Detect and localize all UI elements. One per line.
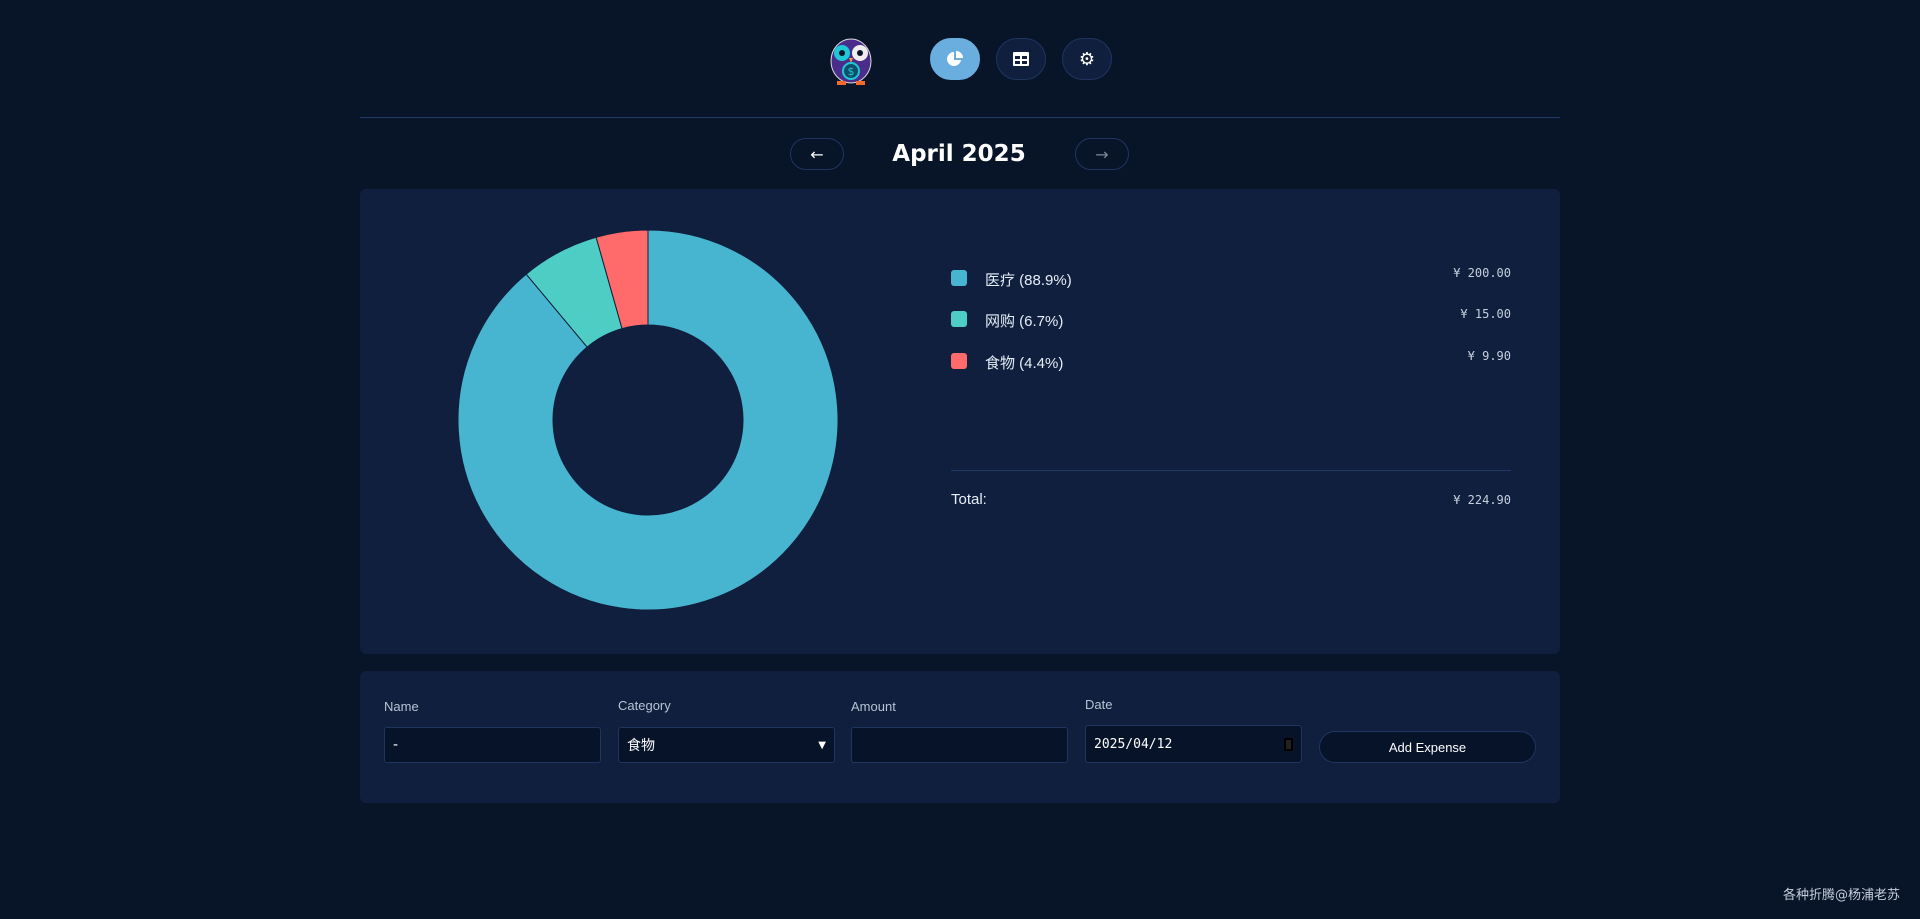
chevron-down-icon: ▼ — [818, 739, 826, 751]
total-amount: ¥ 224.90 — [1453, 493, 1511, 507]
amount-label: Amount — [851, 699, 896, 714]
pie-chart-icon — [947, 51, 963, 66]
legend-swatch — [951, 311, 967, 327]
owl-logo: $ — [830, 38, 872, 85]
name-input[interactable]: - — [384, 727, 601, 763]
month-title: April 2025 — [892, 141, 1026, 167]
date-value: 2025/04/12 — [1094, 736, 1173, 752]
calendar-icon[interactable] — [1284, 737, 1293, 751]
prev-month-button[interactable]: ← — [790, 138, 844, 170]
donut-slice-食物[interactable] — [595, 229, 649, 330]
legend-swatch — [951, 353, 967, 369]
chart-view-button[interactable] — [930, 38, 980, 80]
name-label: Name — [384, 699, 419, 714]
donut-chart — [457, 229, 839, 611]
category-select[interactable]: 食物 ▼ — [618, 727, 835, 763]
date-label: Date — [1085, 697, 1113, 712]
legend-label: 医疗 (88.9%) — [985, 272, 1072, 289]
watermark: 各种折腾@杨浦老苏 — [1782, 888, 1900, 903]
arrow-left-icon: ← — [810, 144, 824, 164]
legend-amount: ¥ 15.00 — [1460, 307, 1511, 321]
add-expense-button[interactable]: Add Expense — [1319, 731, 1536, 763]
legend-amount: ¥ 200.00 — [1453, 266, 1511, 280]
total-label: Total: — [951, 491, 987, 508]
legend-label: 网购 (6.7%) — [985, 313, 1064, 330]
amount-input[interactable] — [851, 727, 1068, 763]
category-label: Category — [618, 698, 671, 713]
donut-slice-医疗[interactable] — [457, 229, 839, 611]
table-view-button[interactable] — [996, 38, 1046, 80]
settings-button[interactable]: ⚙ — [1062, 38, 1112, 80]
chart-card: 医疗 (88.9%) ¥ 200.00 网购 (6.7%) ¥ 15.00 食物… — [360, 189, 1560, 654]
arrow-right-icon: → — [1095, 144, 1109, 164]
legend-divider — [951, 470, 1511, 471]
legend-amount: ¥ 9.90 — [1467, 349, 1511, 363]
date-input[interactable]: 2025/04/12 — [1085, 725, 1302, 763]
table-icon — [1013, 52, 1029, 66]
gear-icon: ⚙ — [1078, 48, 1096, 70]
header-divider — [360, 117, 1560, 118]
legend-swatch — [951, 270, 967, 286]
legend-label: 食物 (4.4%) — [985, 355, 1064, 372]
svg-text:$: $ — [848, 65, 855, 78]
next-month-button[interactable]: → — [1075, 138, 1129, 170]
category-value: 食物 — [627, 738, 655, 754]
